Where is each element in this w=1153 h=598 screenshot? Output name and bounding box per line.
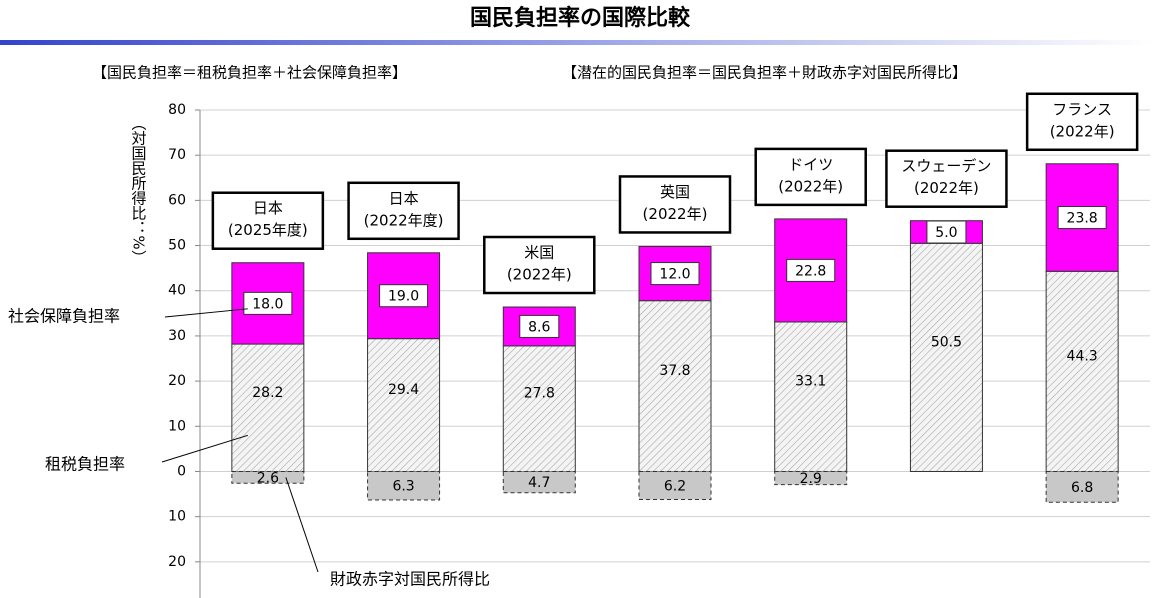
deficit-bar (502, 470, 576, 494)
category-box (885, 149, 1008, 208)
y-axis-label: （対国民所得比：%） (130, 115, 148, 264)
y-tick-label: 20 (168, 373, 186, 389)
category-label: 英国 (660, 183, 690, 201)
series-annotation: 租税負担率 (45, 455, 125, 474)
value-label: 6.3 (392, 479, 414, 495)
category-label: (2025年度) (228, 221, 308, 239)
deficit-bar (231, 470, 305, 484)
category-label: フランス (1052, 100, 1112, 118)
bar-segment (1045, 270, 1119, 472)
label-box (650, 262, 700, 286)
value-label: 6.2 (664, 478, 686, 494)
bar-segment (231, 343, 305, 472)
value-label: 19.0 (388, 289, 419, 305)
category-box (618, 175, 732, 234)
category-label: 米国 (524, 244, 554, 262)
bar-segment (909, 242, 983, 472)
chart-title: 国民負担率の国際比較 (470, 5, 691, 31)
label-box (1057, 206, 1107, 230)
value-label: 33.1 (795, 374, 826, 390)
leader-line (285, 477, 319, 573)
y-tick-label: 40 (168, 283, 186, 299)
y-tick-label: 0 (177, 463, 186, 479)
deficit-bar (367, 470, 441, 501)
y-tick-label: 80 (168, 102, 186, 118)
leader-line (161, 434, 249, 463)
value-label: 8.6 (528, 319, 550, 335)
label-box (243, 291, 293, 315)
category-label: 日本 (389, 189, 419, 207)
deficit-bar (638, 470, 712, 500)
category-label: ドイツ (788, 155, 833, 173)
value-label: 44.3 (1067, 348, 1098, 364)
bar-segment (774, 321, 848, 472)
value-label: 37.8 (659, 363, 690, 379)
category-label: (2022年度) (364, 211, 444, 229)
value-label: 23.8 (1067, 211, 1098, 227)
deficit-bar (1045, 470, 1119, 503)
category-box (754, 147, 867, 207)
bar-segment (502, 345, 576, 472)
category-label: 日本 (253, 199, 283, 217)
deficit-bar (774, 470, 848, 486)
value-label: 6.8 (1071, 480, 1093, 496)
category-box (211, 191, 325, 250)
category-label: (2022年) (1050, 122, 1115, 140)
bar-segment (638, 300, 712, 472)
header: 【国民負担率＝租税負担率＋社会保障負担率】 (92, 64, 407, 82)
category-box (1025, 92, 1139, 152)
value-label: 5.0 (935, 225, 957, 241)
y-tick-label: 20 (168, 554, 186, 570)
category-box (483, 235, 596, 295)
label-box (379, 284, 429, 308)
label-box (926, 220, 967, 244)
label-box (786, 258, 836, 282)
series-annotation: 社会保障負担率 (8, 307, 120, 326)
y-tick-label: 10 (168, 418, 186, 434)
value-label: 4.7 (528, 475, 550, 491)
y-tick-label: 10 (168, 509, 186, 525)
y-tick-label: 30 (168, 328, 186, 344)
category-label: (2022年) (643, 205, 708, 223)
category-label: (2022年) (778, 177, 843, 195)
value-label: 50.5 (931, 334, 962, 350)
value-label: 28.2 (252, 385, 283, 401)
label-box (519, 314, 560, 338)
value-label: 2.9 (800, 471, 822, 487)
category-label: (2022年) (507, 266, 572, 284)
y-tick-label: 50 (168, 238, 186, 254)
bar-segment (367, 338, 441, 472)
value-label: 12.0 (659, 267, 690, 283)
series-annotation: 財政赤字対国民所得比 (330, 570, 490, 589)
value-label: 27.8 (524, 386, 555, 402)
value-label: 18.0 (252, 296, 283, 312)
title-rule (0, 40, 1153, 45)
leader-line (164, 308, 248, 318)
value-label: 2.6 (257, 470, 279, 486)
value-label: 29.4 (388, 382, 419, 398)
category-label: スウェーデン (901, 157, 991, 175)
value-label: 22.8 (795, 263, 826, 279)
category-label: (2022年) (914, 179, 979, 197)
y-tick-label: 60 (168, 192, 186, 208)
category-box (347, 181, 460, 241)
header: 【潜在的国民負担率＝国民負担率＋財政赤字対国民所得比】 (562, 64, 967, 82)
y-tick-label: 70 (168, 147, 186, 163)
